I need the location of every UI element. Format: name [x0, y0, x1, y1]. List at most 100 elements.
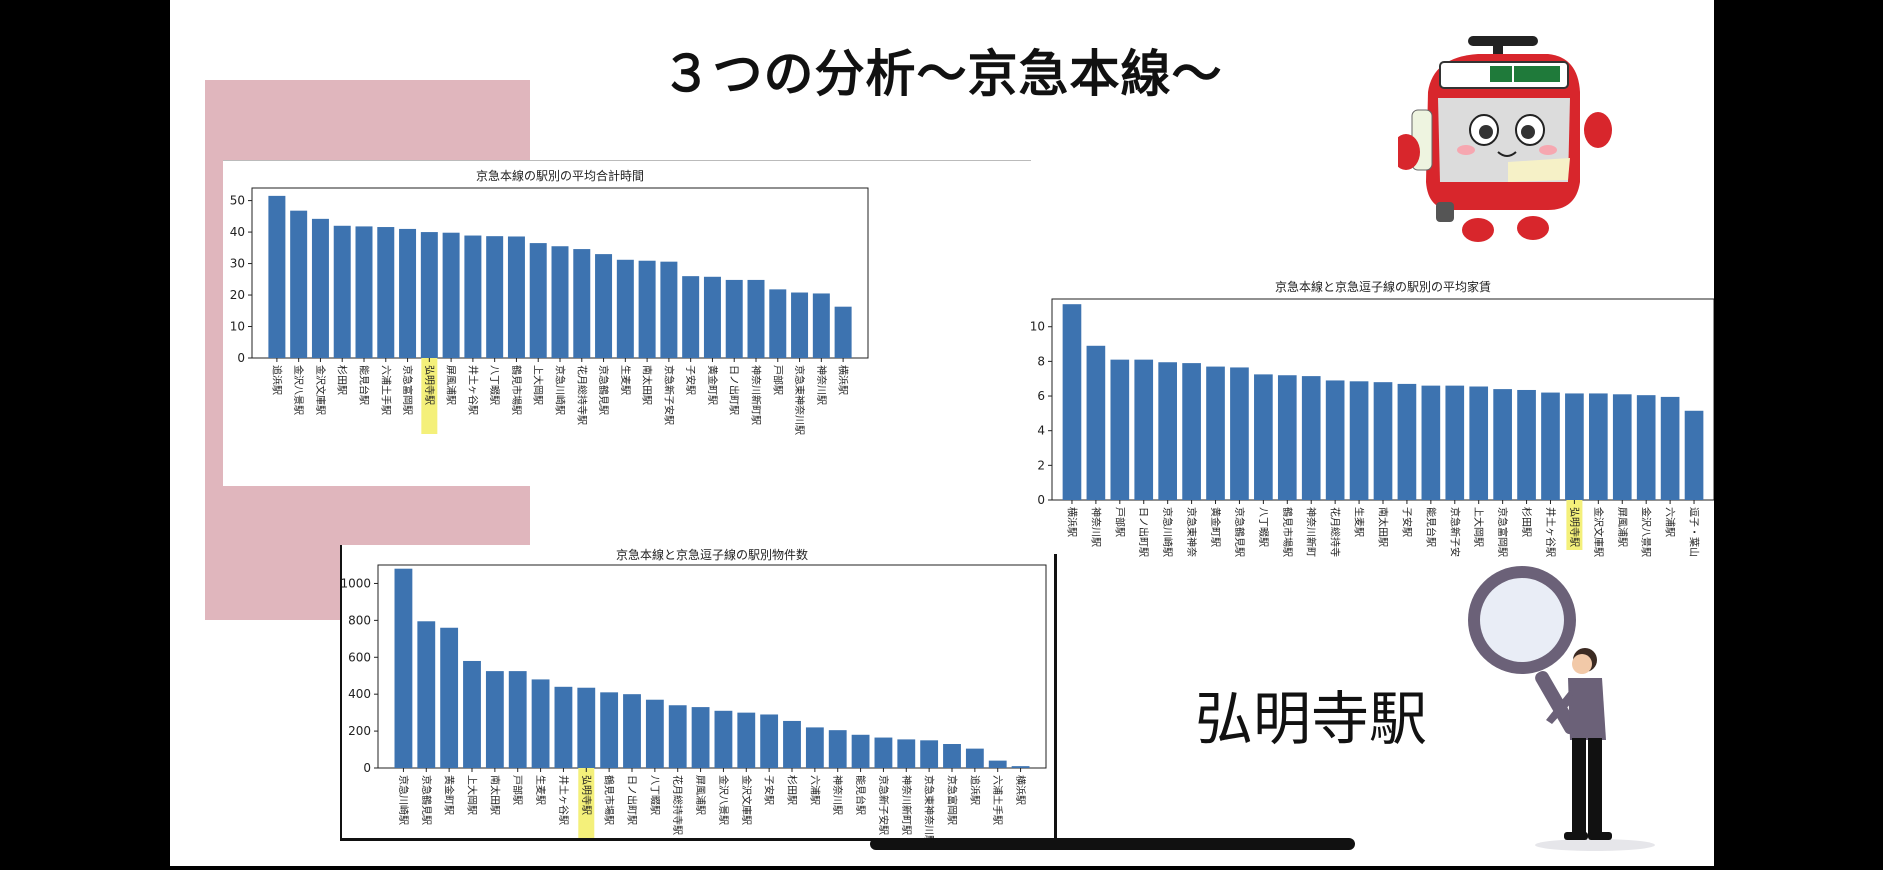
x-tick-label: 戸部駅: [1113, 507, 1126, 537]
y-tick-label: 0: [237, 351, 245, 365]
bar: [965, 748, 984, 768]
bar: [311, 218, 329, 358]
x-tick-label: 八丁畷駅: [488, 365, 500, 405]
x-tick-label: 上大岡駅: [1472, 507, 1485, 547]
x-tick-label: 京急川崎駅: [554, 365, 567, 415]
bar: [1158, 362, 1177, 500]
train-mascot-icon: [1398, 36, 1612, 242]
x-tick-label: 鶴見市場駅: [603, 775, 616, 825]
x-tick-label: 追浜駅: [968, 775, 981, 805]
bar: [714, 710, 733, 768]
x-tick-label: 京急富岡駅: [946, 775, 959, 825]
bar: [874, 737, 893, 768]
x-tick-label: 杉田駅: [1520, 507, 1533, 537]
x-tick-label: 金沢八景駅: [292, 365, 305, 415]
bar: [1134, 359, 1154, 500]
x-tick-label: 弘明寺駅: [423, 365, 435, 405]
x-tick-label: 南太田駅: [641, 365, 654, 405]
bar: [440, 627, 459, 768]
bar: [595, 254, 613, 358]
bar: [1062, 304, 1082, 500]
x-tick-label: 井土ヶ谷駅: [557, 775, 570, 825]
x-tick-label: 六浦駅: [808, 775, 821, 805]
y-tick-label: 0: [363, 761, 371, 775]
x-tick-label: 京急新子安駅: [1448, 507, 1461, 557]
x-tick-label: 京急川崎駅: [397, 775, 410, 825]
bar: [897, 739, 916, 768]
bar: [1277, 375, 1297, 500]
bar: [668, 705, 687, 768]
y-tick-label: 2: [1037, 458, 1045, 472]
bar: [645, 699, 664, 768]
bar: [464, 235, 482, 358]
x-tick-label: 金沢文庫駅: [740, 775, 753, 825]
bar: [805, 727, 824, 768]
x-tick-label: 弘明寺駅: [1568, 507, 1580, 547]
x-tick-label: 花月総持寺駅: [671, 775, 684, 835]
x-tick-label: 上大岡駅: [466, 775, 479, 815]
x-tick-label: 金沢八景駅: [717, 775, 730, 825]
bar: [1397, 383, 1417, 500]
bar: [531, 679, 550, 768]
x-tick-label: 追浜駅: [270, 365, 283, 395]
bar: [828, 730, 847, 768]
y-tick-label: 1000: [342, 576, 371, 590]
bar: [1206, 366, 1225, 500]
y-tick-label: 8: [1037, 354, 1045, 368]
x-tick-label: 神奈川新町駅: [900, 775, 913, 835]
bar: [1612, 394, 1632, 500]
x-tick-label: 子安駅: [763, 775, 776, 805]
home-indicator-bar[interactable]: [870, 838, 1355, 850]
bar: [1636, 395, 1656, 500]
x-tick-label: 鶴見市場駅: [1281, 507, 1294, 557]
x-tick-label: 井土ヶ谷駅: [1544, 507, 1557, 557]
bar: [1182, 363, 1201, 500]
y-tick-label: 50: [230, 194, 245, 208]
x-tick-label: 京急東神奈川駅: [923, 775, 936, 838]
x-tick-label: 八丁畷駅: [1257, 507, 1269, 547]
x-tick-label: 南太田駅: [488, 775, 501, 815]
bar: [1589, 393, 1608, 500]
x-tick-label: 六浦土手駅: [379, 365, 392, 415]
bar: [486, 236, 504, 358]
bar: [737, 712, 756, 768]
bar: [1349, 381, 1369, 500]
y-tick-label: 200: [348, 724, 371, 738]
y-tick-label: 6: [1037, 389, 1045, 403]
bar: [703, 276, 721, 358]
x-tick-label: 神奈川駅: [831, 775, 844, 815]
magnifier-person-icon: [1468, 566, 1655, 851]
x-tick-label: 京急鶴見駅: [1233, 507, 1246, 557]
bar: [1230, 367, 1249, 500]
x-tick-label: 生麦駅: [1353, 507, 1366, 537]
bar: [1011, 766, 1030, 768]
bar: [660, 261, 678, 358]
y-tick-label: 4: [1037, 424, 1045, 438]
plot-frame: [377, 564, 1047, 769]
x-tick-label: 神奈川駅: [815, 365, 828, 405]
x-tick-label: 金沢文庫駅: [1592, 507, 1605, 557]
bar: [420, 232, 438, 358]
bar: [623, 694, 641, 768]
bar: [577, 687, 596, 768]
bar: [691, 707, 710, 768]
y-tick-label: 0: [1037, 493, 1045, 507]
bar: [1469, 386, 1489, 500]
bar: [1325, 380, 1345, 500]
bar: [1254, 374, 1273, 500]
x-tick-label: 六浦土手駅: [991, 775, 1004, 825]
x-tick-label: 上大岡駅: [532, 365, 545, 405]
bar: [507, 236, 525, 358]
y-tick-label: 30: [230, 257, 245, 271]
y-tick-label: 10: [1030, 320, 1045, 334]
x-tick-label: 能見台駅: [1424, 507, 1437, 547]
x-tick-label: 八丁畷駅: [648, 775, 660, 815]
bar: [529, 243, 547, 358]
bar: [1086, 345, 1106, 500]
x-tick-label: 横浜駅: [837, 365, 850, 395]
bar: [851, 734, 870, 768]
x-tick-label: 京急新子安駅: [662, 365, 675, 425]
x-tick-label: 金沢文庫駅: [314, 365, 327, 415]
x-tick-label: 子安駅: [1400, 507, 1413, 537]
